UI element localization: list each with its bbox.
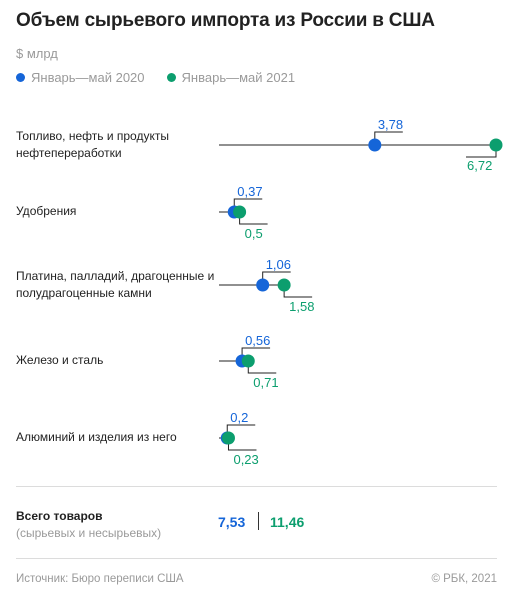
value-label-2021-3: 0,71 bbox=[253, 375, 278, 390]
dot-2021-0 bbox=[489, 138, 503, 152]
divider-top bbox=[16, 486, 497, 487]
value-label-2020-1: 0,37 bbox=[237, 184, 262, 199]
legend: Январь—май 2020 Январь—май 2021 bbox=[16, 70, 295, 85]
unit-label: $ млрд bbox=[16, 46, 58, 61]
chart-title: Объем сырьевого импорта из России в США bbox=[16, 10, 435, 31]
divider-bottom bbox=[16, 558, 497, 559]
dot-2021-3 bbox=[241, 354, 255, 368]
category-label-fertilizers: Удобрения bbox=[16, 204, 77, 218]
value-label-2021-4: 0,23 bbox=[233, 452, 258, 467]
category-label-aluminium: Алюминий и изделия из него bbox=[16, 430, 177, 444]
legend-label-2020: Январь—май 2020 bbox=[31, 70, 145, 85]
value-label-2020-0: 3,78 bbox=[378, 117, 403, 132]
dot-2020-0 bbox=[368, 138, 382, 152]
dot-2021-1 bbox=[233, 205, 247, 219]
dot-2021-4 bbox=[221, 431, 235, 445]
category-label-platinum: Платина, палладий, драгоценные и полудра… bbox=[16, 269, 215, 300]
source-note: Источник: Бюро переписи США bbox=[16, 573, 184, 585]
value-label-2020-3: 0,56 bbox=[245, 333, 270, 348]
legend-item-2021: Январь—май 2021 bbox=[166, 70, 296, 85]
total-value-2021: 11,46 bbox=[270, 514, 305, 530]
category-label-fuel: Топливо, нефть и продукты нефтепереработ… bbox=[16, 129, 169, 160]
value-label-2021-0: 6,72 bbox=[467, 158, 492, 173]
legend-item-2020: Январь—май 2020 bbox=[16, 70, 145, 85]
value-label-2020-2: 1,06 bbox=[266, 257, 291, 272]
dot-2021-2 bbox=[277, 278, 291, 292]
totals-subtitle: (сырьевых и несырьевых) bbox=[16, 526, 162, 540]
legend-dot-2020 bbox=[16, 73, 25, 82]
legend-label-2021: Январь—май 2021 bbox=[181, 70, 296, 85]
totals-title: Всего товаров bbox=[16, 509, 103, 523]
copyright: © РБК, 2021 bbox=[431, 573, 497, 585]
totals-label: Всего товаров (сырьевых и несырьевых) bbox=[16, 508, 161, 542]
legend-dot-2021 bbox=[166, 73, 176, 82]
value-label-2020-4: 0,2 bbox=[230, 410, 248, 425]
total-value-2020: 7,53 bbox=[218, 514, 246, 530]
value-label-2021-1: 0,5 bbox=[245, 226, 263, 241]
category-label-iron-steel: Железо и сталь bbox=[16, 353, 104, 367]
total-separator bbox=[258, 512, 259, 530]
value-label-2021-2: 1,58 bbox=[289, 299, 314, 314]
dot-2020-2 bbox=[256, 278, 270, 292]
